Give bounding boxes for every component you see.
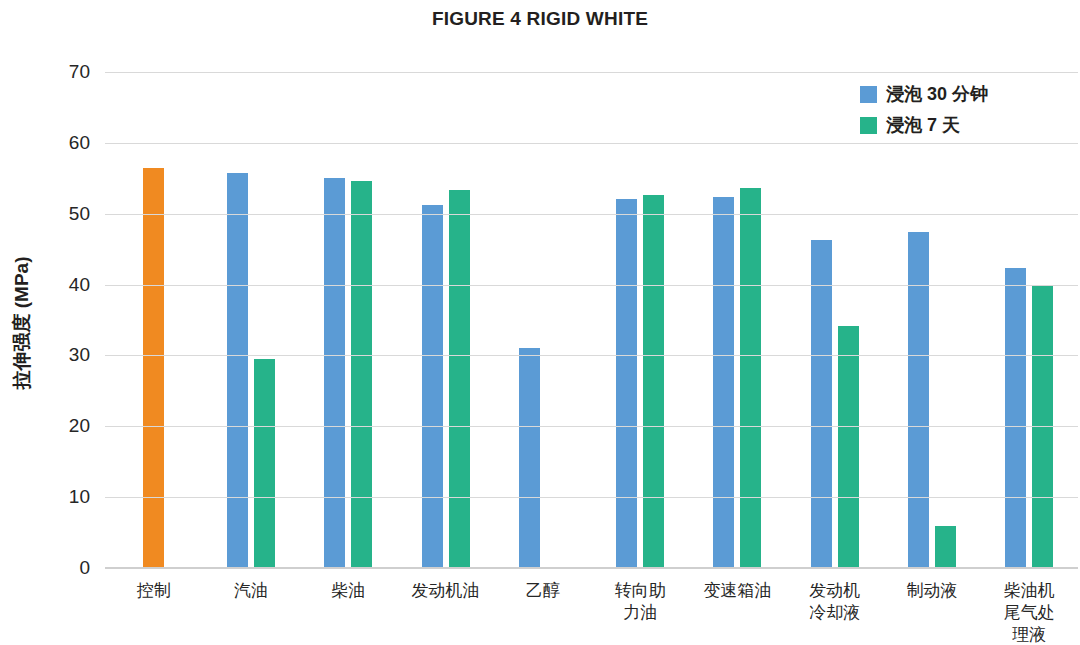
bar-series1-cat4 <box>422 205 443 568</box>
legend: 浸泡 30 分钟 浸泡 7 天 <box>860 82 988 137</box>
bar-series1-cat2 <box>227 173 248 568</box>
bar-group-3 <box>300 72 397 568</box>
category-label-4: 发动机油 <box>397 580 494 645</box>
bar-series1-cat6 <box>616 199 637 568</box>
legend-item-30min: 浸泡 30 分钟 <box>860 82 988 106</box>
bar-group-7 <box>689 72 786 568</box>
tensile-strength-bar-chart: FIGURE 4 RIGID WHITE 拉伸强度 (MPa) 控制汽油柴油发动… <box>0 0 1080 645</box>
y-tick-label-60: 60 <box>40 132 90 154</box>
category-label-3: 柴油 <box>300 580 397 645</box>
y-tick-label-20: 20 <box>40 415 90 437</box>
bar-series2-cat2 <box>254 359 275 568</box>
chart-title: FIGURE 4 RIGID WHITE <box>0 8 1080 30</box>
y-tick-label-40: 40 <box>40 274 90 296</box>
category-label-5: 乙醇 <box>494 580 591 645</box>
bar-series1-cat7 <box>713 197 734 568</box>
y-tick-label-30: 30 <box>40 344 90 366</box>
category-label-2: 汽油 <box>202 580 299 645</box>
bar-control <box>143 168 164 568</box>
bar-series1-cat8 <box>811 240 832 568</box>
bar-series1-cat3 <box>324 178 345 568</box>
y-tick-label-0: 0 <box>40 557 90 579</box>
category-label-8: 发动机冷却液 <box>786 580 883 645</box>
bar-groups <box>105 72 1078 568</box>
gridline-y-60 <box>105 143 1078 144</box>
plot-area <box>105 72 1078 568</box>
gridline-y-40 <box>105 285 1078 286</box>
bar-group-2 <box>202 72 299 568</box>
bar-group-4 <box>397 72 494 568</box>
bar-group-5 <box>494 72 591 568</box>
bar-group-1 <box>105 72 202 568</box>
legend-item-7day: 浸泡 7 天 <box>860 113 988 137</box>
bar-series2-cat8 <box>838 326 859 568</box>
bar-group-10 <box>981 72 1078 568</box>
category-label-7: 变速箱油 <box>689 580 786 645</box>
gridline-y-30 <box>105 355 1078 356</box>
bar-series2-cat3 <box>351 181 372 568</box>
bar-group-9 <box>883 72 980 568</box>
category-label-10: 柴油机尾气处理液 <box>981 580 1078 645</box>
bar-series2-cat4 <box>449 190 470 568</box>
y-tick-label-50: 50 <box>40 203 90 225</box>
bar-group-8 <box>786 72 883 568</box>
category-label-1: 控制 <box>105 580 202 645</box>
bar-group-6 <box>591 72 688 568</box>
y-tick-label-10: 10 <box>40 486 90 508</box>
bar-series2-cat7 <box>740 188 761 569</box>
legend-swatch-7day-icon <box>860 117 877 134</box>
gridline-y-70 <box>105 72 1078 73</box>
legend-label-30min: 浸泡 30 分钟 <box>886 82 988 106</box>
gridline-y-20 <box>105 426 1078 427</box>
category-label-9: 制动液 <box>883 580 980 645</box>
category-label-6: 转向助力油 <box>591 580 688 645</box>
bar-series1-cat9 <box>908 232 929 568</box>
bar-series1-cat5 <box>519 348 540 568</box>
gridline-y-50 <box>105 214 1078 215</box>
gridline-y-10 <box>105 497 1078 498</box>
bar-series1-cat10 <box>1005 268 1026 568</box>
y-axis-title: 拉伸强度 (MPa) <box>9 213 35 433</box>
legend-swatch-30min-icon <box>860 86 877 103</box>
legend-label-7day: 浸泡 7 天 <box>886 113 960 137</box>
y-tick-label-70: 70 <box>40 61 90 83</box>
x-axis-category-labels: 控制汽油柴油发动机油乙醇转向助力油变速箱油发动机冷却液制动液柴油机尾气处理液 <box>105 580 1078 645</box>
gridline-y-0 <box>105 567 1078 569</box>
bar-series2-cat9 <box>935 526 956 569</box>
bar-series2-cat6 <box>643 195 664 568</box>
